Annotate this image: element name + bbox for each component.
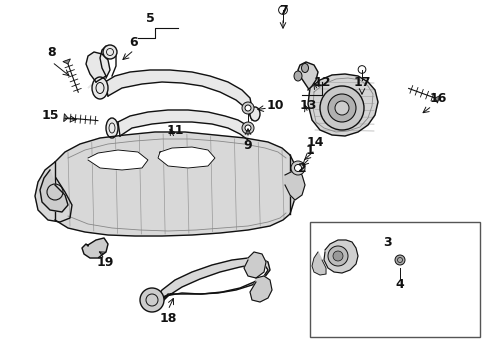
Polygon shape [155, 258, 270, 306]
Circle shape [328, 94, 356, 122]
Polygon shape [435, 96, 440, 103]
Polygon shape [40, 170, 68, 212]
Text: 15: 15 [41, 108, 59, 122]
Polygon shape [82, 238, 108, 258]
Text: 6: 6 [130, 36, 138, 49]
Polygon shape [64, 114, 68, 122]
Polygon shape [285, 170, 305, 200]
Circle shape [335, 101, 349, 115]
Text: 3: 3 [384, 235, 392, 248]
Polygon shape [158, 147, 215, 168]
Polygon shape [35, 132, 298, 236]
Ellipse shape [92, 77, 108, 99]
Circle shape [245, 105, 251, 111]
Text: 11: 11 [166, 123, 184, 136]
Polygon shape [63, 59, 71, 64]
Ellipse shape [106, 118, 118, 138]
Circle shape [103, 45, 117, 59]
Polygon shape [105, 70, 252, 120]
Circle shape [245, 125, 251, 131]
Polygon shape [308, 74, 378, 136]
Ellipse shape [301, 63, 309, 72]
Circle shape [242, 122, 254, 134]
Text: 8: 8 [48, 45, 56, 59]
Text: 17: 17 [353, 76, 371, 89]
Polygon shape [118, 110, 248, 140]
Text: 4: 4 [395, 279, 404, 292]
Text: 12: 12 [313, 76, 331, 89]
Text: 14: 14 [306, 135, 324, 149]
Text: 5: 5 [146, 12, 154, 24]
Polygon shape [333, 275, 338, 282]
Circle shape [291, 161, 305, 175]
Circle shape [328, 246, 348, 266]
Circle shape [140, 288, 164, 312]
Text: 16: 16 [429, 91, 447, 104]
Polygon shape [86, 52, 110, 88]
Polygon shape [88, 150, 148, 170]
Circle shape [395, 255, 405, 265]
Circle shape [242, 102, 254, 114]
Ellipse shape [250, 107, 260, 121]
Bar [310, 222, 480, 337]
Polygon shape [321, 283, 326, 291]
Text: 19: 19 [97, 256, 114, 269]
Text: 1: 1 [306, 144, 315, 157]
Text: 13: 13 [299, 99, 317, 112]
Text: 10: 10 [266, 99, 284, 112]
Text: 7: 7 [279, 4, 287, 17]
Circle shape [333, 251, 343, 261]
Circle shape [294, 165, 301, 171]
Polygon shape [312, 252, 326, 275]
Polygon shape [324, 240, 358, 273]
Text: 2: 2 [297, 162, 306, 175]
Polygon shape [298, 62, 318, 90]
Polygon shape [244, 252, 266, 278]
Text: 9: 9 [244, 139, 252, 152]
Text: 18: 18 [159, 311, 177, 324]
Polygon shape [250, 276, 272, 302]
Ellipse shape [294, 71, 302, 81]
Circle shape [320, 86, 364, 130]
